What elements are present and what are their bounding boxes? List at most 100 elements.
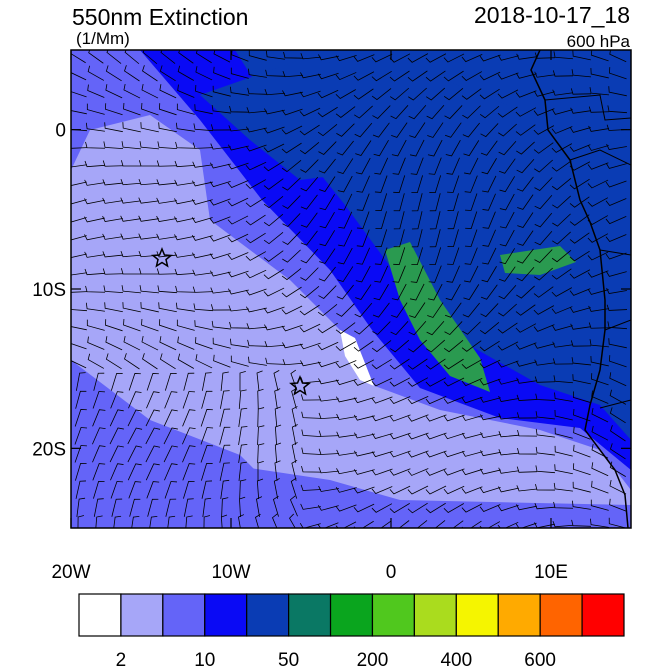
wind-barb bbox=[375, 229, 388, 247]
wind-barb bbox=[551, 287, 573, 297]
wind-barb bbox=[516, 485, 537, 492]
wind-barb bbox=[105, 336, 123, 351]
wind-barb bbox=[427, 283, 443, 301]
wind-barb bbox=[482, 175, 497, 193]
wind-barb bbox=[605, 216, 627, 225]
wind-barb bbox=[102, 179, 123, 186]
wind-barb bbox=[407, 395, 429, 405]
wind-barb bbox=[290, 369, 298, 391]
wind-barb bbox=[356, 211, 370, 229]
wind-barb bbox=[191, 217, 213, 223]
wind-barb bbox=[174, 198, 195, 205]
wind-barb bbox=[353, 340, 374, 352]
wind-barb bbox=[609, 67, 627, 80]
wind-barb bbox=[247, 339, 268, 347]
wind-barb bbox=[256, 496, 263, 517]
wind-barb bbox=[372, 105, 391, 119]
wind-barb bbox=[209, 216, 231, 224]
wind-barb bbox=[219, 462, 230, 481]
wind-barb bbox=[110, 372, 123, 391]
wind-barb bbox=[239, 496, 246, 518]
wind-barb bbox=[177, 65, 195, 81]
wind-barb bbox=[92, 463, 106, 481]
colorbar-label: 200 bbox=[357, 650, 389, 667]
wind-barb bbox=[554, 445, 573, 457]
wind-barb bbox=[319, 212, 335, 229]
wind-barb bbox=[195, 337, 213, 350]
wind-barb bbox=[336, 431, 357, 438]
wind-barb bbox=[609, 498, 627, 512]
wind-barb bbox=[122, 302, 141, 313]
wind-barb bbox=[375, 193, 388, 211]
colorbar-box bbox=[162, 593, 206, 637]
wind-barbs bbox=[71, 50, 628, 528]
wind-barb bbox=[393, 247, 406, 265]
wind-barb bbox=[411, 211, 423, 230]
wind-barb bbox=[447, 229, 459, 248]
wind-barb bbox=[355, 284, 372, 300]
wind-barb bbox=[291, 424, 298, 445]
wind-barb bbox=[145, 463, 160, 481]
wind-barb bbox=[335, 106, 356, 118]
wind-barb bbox=[425, 396, 447, 405]
wind-barb bbox=[479, 378, 501, 386]
wind-barb bbox=[392, 265, 406, 283]
wind-barb bbox=[553, 501, 574, 509]
colorbar-label: 2 bbox=[116, 650, 127, 667]
field-region bbox=[200, 60, 520, 180]
wind-barb bbox=[372, 321, 391, 335]
wind-barb bbox=[389, 414, 411, 422]
wind-barb bbox=[516, 285, 535, 299]
wind-barb bbox=[105, 319, 123, 332]
wind-barb bbox=[353, 503, 375, 513]
wind-barb bbox=[443, 70, 464, 82]
wind-barb bbox=[389, 87, 410, 101]
wind-barb bbox=[84, 268, 106, 276]
wind-barb bbox=[354, 122, 373, 138]
wind-barb bbox=[533, 90, 555, 97]
wind-barb bbox=[255, 513, 261, 528]
wind-barb bbox=[336, 449, 357, 456]
wind-barb bbox=[479, 71, 501, 81]
wind-barb bbox=[318, 141, 337, 155]
wind-barb bbox=[554, 427, 573, 439]
wind-barb bbox=[336, 468, 357, 475]
wind-barb bbox=[389, 339, 410, 353]
wind-barb bbox=[238, 389, 247, 410]
site-marker bbox=[289, 375, 311, 396]
wind-barb bbox=[335, 89, 356, 100]
wind-barb bbox=[87, 353, 105, 369]
wind-barb bbox=[282, 342, 303, 349]
wind-barb bbox=[164, 372, 177, 391]
wind-barb bbox=[534, 503, 555, 510]
wind-barb bbox=[609, 355, 627, 368]
wind-barb bbox=[300, 159, 319, 173]
wind-barb bbox=[92, 391, 105, 409]
wind-barb bbox=[146, 391, 160, 409]
wind-barb bbox=[443, 339, 464, 353]
wind-barb bbox=[444, 302, 462, 318]
wind-barb bbox=[264, 88, 286, 96]
wind-barb bbox=[220, 479, 230, 499]
wind-barb bbox=[482, 229, 496, 247]
wind-barb bbox=[407, 70, 428, 82]
wind-barb bbox=[93, 498, 104, 517]
wind-barb bbox=[497, 360, 519, 368]
wind-barb bbox=[274, 388, 281, 409]
wind-barb bbox=[498, 140, 517, 156]
wind-barb bbox=[247, 87, 268, 95]
wind-barb bbox=[192, 269, 213, 276]
wind-barb bbox=[533, 324, 555, 332]
wind-barb bbox=[228, 288, 249, 295]
wind-barb bbox=[480, 432, 501, 439]
wind-barb bbox=[102, 197, 123, 204]
wind-barb bbox=[609, 389, 627, 405]
wind-barb bbox=[104, 122, 123, 133]
wind-barb bbox=[209, 234, 231, 242]
wind-barb bbox=[569, 144, 591, 152]
wind-barb bbox=[281, 268, 302, 281]
wind-barb bbox=[102, 251, 123, 258]
wind-barb bbox=[228, 144, 249, 151]
wind-barb bbox=[389, 432, 411, 440]
wind-barb bbox=[407, 450, 429, 458]
